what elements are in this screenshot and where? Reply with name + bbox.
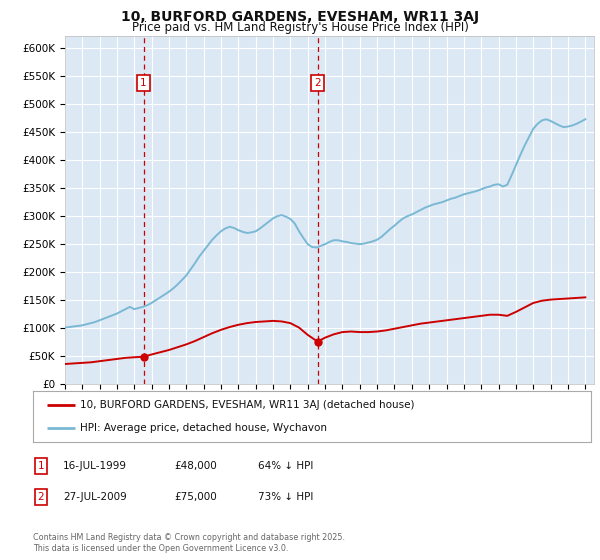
Text: HPI: Average price, detached house, Wychavon: HPI: Average price, detached house, Wych…	[80, 423, 328, 433]
Text: 2: 2	[314, 78, 321, 88]
Text: 2: 2	[37, 492, 44, 502]
Text: 1: 1	[140, 78, 147, 88]
Text: £48,000: £48,000	[174, 461, 217, 471]
Text: 10, BURFORD GARDENS, EVESHAM, WR11 3AJ: 10, BURFORD GARDENS, EVESHAM, WR11 3AJ	[121, 10, 479, 24]
Text: 10, BURFORD GARDENS, EVESHAM, WR11 3AJ (detached house): 10, BURFORD GARDENS, EVESHAM, WR11 3AJ (…	[80, 400, 415, 410]
Text: 27-JUL-2009: 27-JUL-2009	[63, 492, 127, 502]
Text: 64% ↓ HPI: 64% ↓ HPI	[258, 461, 313, 471]
Text: £75,000: £75,000	[174, 492, 217, 502]
Text: 73% ↓ HPI: 73% ↓ HPI	[258, 492, 313, 502]
Text: Price paid vs. HM Land Registry's House Price Index (HPI): Price paid vs. HM Land Registry's House …	[131, 21, 469, 34]
Text: 1: 1	[37, 461, 44, 471]
Text: 16-JUL-1999: 16-JUL-1999	[63, 461, 127, 471]
Text: Contains HM Land Registry data © Crown copyright and database right 2025.
This d: Contains HM Land Registry data © Crown c…	[33, 533, 345, 553]
